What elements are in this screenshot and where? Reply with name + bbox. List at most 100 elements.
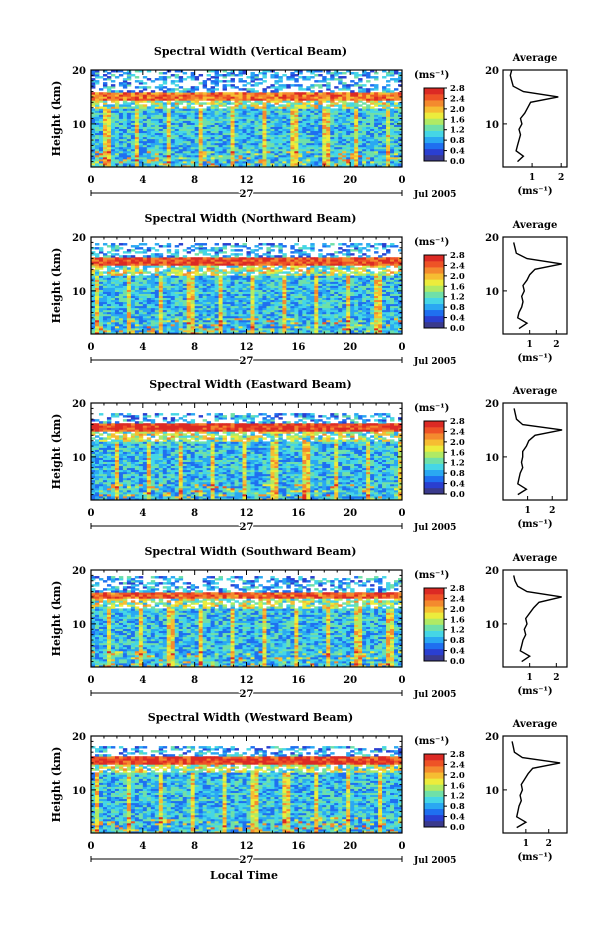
heatmap-cell (202, 295, 208, 299)
heatmap-cell (222, 110, 227, 113)
heatmap-cell (294, 138, 299, 142)
heatmap-cell (246, 120, 251, 123)
heatmap-cell (94, 124, 100, 127)
heatmap-cell (322, 323, 327, 327)
heatmap-cell (394, 118, 399, 121)
heatmap-cell (270, 96, 275, 99)
heatmap-cell (142, 138, 148, 142)
heatmap-cell (178, 327, 184, 331)
heatmap-cell (274, 152, 279, 156)
heatmap-cell (166, 156, 172, 160)
heatmap-cell (198, 309, 204, 313)
heatmap-cell (298, 114, 303, 117)
heatmap-cell (154, 327, 160, 331)
heatmap-cell (318, 309, 323, 313)
heatmap-cell (346, 138, 351, 142)
heatmap-cell (290, 116, 295, 119)
heatmap-cell (354, 98, 359, 101)
heatmap-cell (138, 132, 144, 136)
heatmap-cell (138, 96, 144, 99)
heatmap-cell (282, 116, 287, 119)
heatmap-cell (338, 162, 343, 166)
heatmap-cell (286, 305, 291, 309)
heatmap-cell (222, 122, 227, 125)
heatmap-cell (398, 162, 402, 166)
heatmap-cell (170, 152, 176, 156)
heatmap-cell (382, 158, 387, 162)
heatmap-cell (394, 114, 399, 117)
heatmap-cell (374, 162, 379, 166)
heatmap-cell (374, 128, 379, 132)
heatmap-cell (178, 110, 184, 113)
heatmap-cell (146, 96, 152, 99)
heatmap-cell (178, 98, 184, 101)
heatmap-cell (218, 325, 223, 329)
heatmap-cell (98, 146, 104, 150)
heatmap-cell (214, 130, 219, 134)
heatmap-cell (386, 110, 391, 113)
heatmap-cell (282, 331, 287, 334)
heatmap-cell (346, 323, 351, 327)
heatmap-cell (210, 122, 216, 125)
heatmap-cell (106, 86, 112, 89)
heatmap-cell (386, 102, 391, 105)
heatmap-cell (214, 154, 219, 158)
heatmap-cell (318, 156, 323, 160)
heatmap-cell (250, 297, 255, 301)
heatmap-cell (150, 114, 156, 117)
heatmap-cell (338, 319, 343, 323)
heatmap-cell (118, 120, 124, 123)
heatmap-cell (274, 164, 279, 167)
heatmap-cell (366, 110, 371, 113)
heatmap-cell (150, 80, 156, 83)
heatmap-cell (274, 86, 279, 89)
heatmap-cell (170, 120, 176, 123)
heatmap-cell (242, 158, 247, 162)
heatmap-cell (154, 128, 160, 132)
heatmap-cell (378, 138, 383, 142)
heatmap-cell (322, 319, 327, 323)
heatmap-cell (302, 78, 307, 81)
heatmap-cell (234, 142, 239, 146)
heatmap-cell (298, 76, 303, 79)
heatmap-cell (222, 98, 227, 101)
heatmap-cell (114, 120, 120, 123)
heatmap-cell (182, 108, 188, 111)
heatmap-cell (178, 100, 184, 103)
heatmap-cell (198, 160, 204, 164)
heatmap-cell (222, 146, 227, 150)
heatmap-cell (134, 98, 140, 101)
heatmap-cell (106, 305, 112, 309)
heatmap-cell (306, 148, 311, 152)
heatmap-cell (330, 104, 335, 107)
heatmap-cell (130, 301, 136, 305)
heatmap-cell (254, 74, 259, 77)
heatmap-cell (230, 136, 235, 140)
heatmap-cell (358, 299, 363, 303)
heatmap-cell (194, 329, 200, 333)
heatmap-cell (282, 110, 287, 113)
heatmap-cell (366, 331, 371, 334)
heatmap-cell (122, 136, 128, 140)
heatmap-cell (382, 140, 387, 144)
heatmap-cell (182, 140, 188, 144)
heatmap-cell (234, 152, 239, 156)
heatmap-cell (110, 293, 116, 296)
heatmap-cell (218, 303, 223, 307)
heatmap-cell (358, 100, 363, 103)
heatmap-cell (170, 110, 176, 113)
heatmap-cell (390, 78, 395, 81)
heatmap-cell (382, 104, 387, 107)
heatmap-cell (378, 327, 383, 331)
heatmap-cell (294, 303, 299, 307)
heatmap-cell (394, 124, 399, 127)
heatmap-cell (146, 291, 152, 294)
heatmap-cell (138, 299, 144, 303)
heatmap-cell (154, 331, 160, 334)
heatmap-cell (266, 311, 271, 315)
heatmap-cell (362, 138, 367, 142)
heatmap-cell (206, 114, 212, 117)
average-frame (502, 69, 568, 168)
heatmap-cell (290, 331, 295, 334)
heatmap-cell (398, 120, 402, 123)
